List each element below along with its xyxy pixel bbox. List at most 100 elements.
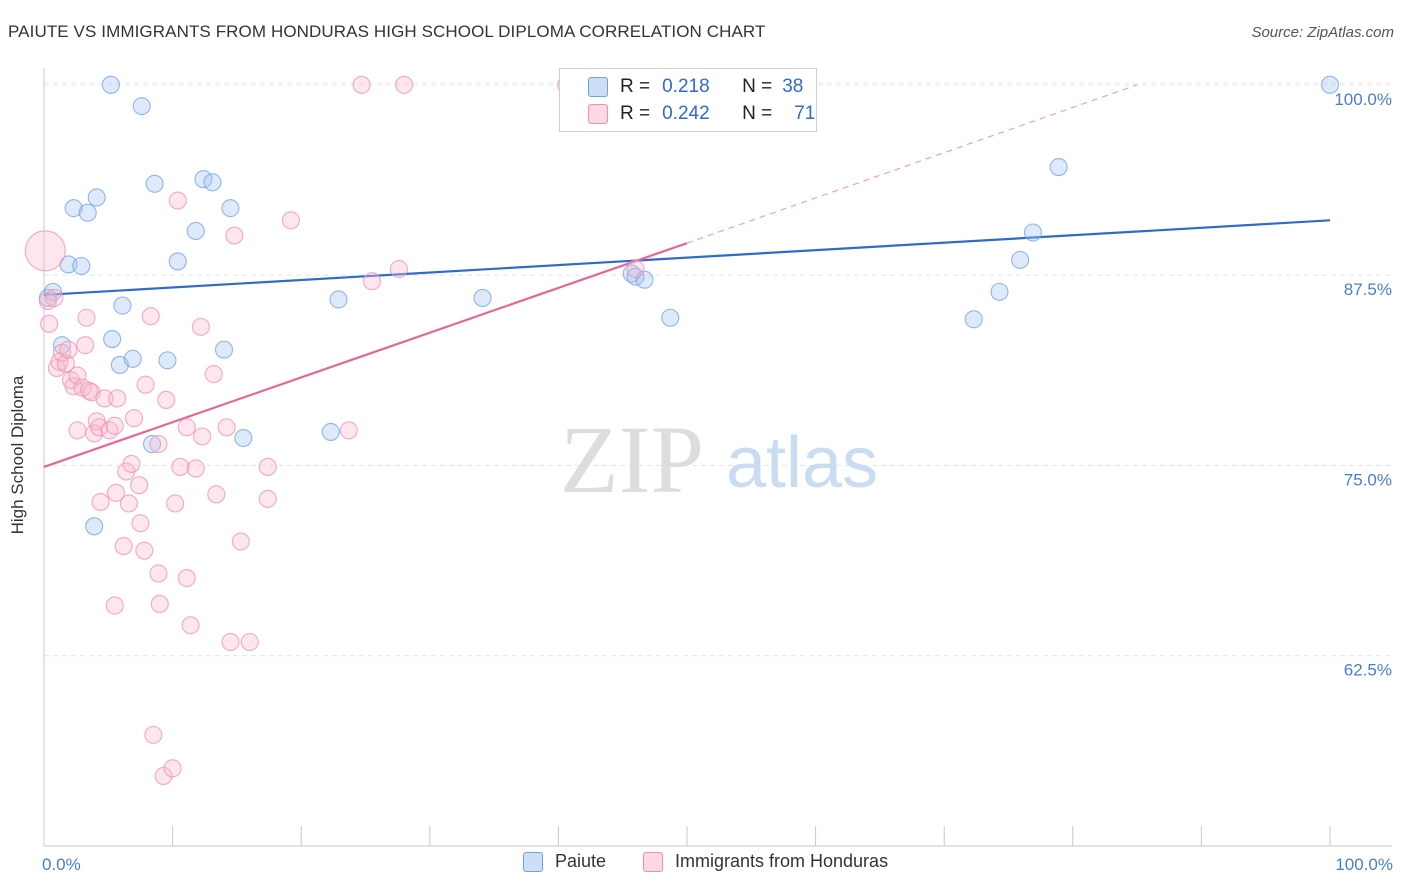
chart-title: PAIUTE VS IMMIGRANTS FROM HONDURAS HIGH …: [8, 22, 766, 41]
honduras-point: [168, 191, 187, 210]
paiute-point: [964, 310, 983, 329]
honduras-point: [90, 418, 109, 437]
honduras-point: [149, 564, 168, 583]
y-tick-label: 75.0%: [1344, 470, 1392, 489]
honduras-point: [258, 489, 277, 508]
trend-lines: [43, 84, 1331, 468]
honduras-point: [95, 389, 114, 408]
honduras-point: [144, 725, 163, 744]
honduras-point: [231, 532, 250, 551]
paiute-point: [87, 188, 106, 207]
paiute-point: [473, 288, 492, 308]
paiute-point: [64, 199, 83, 218]
paiute-point: [221, 199, 240, 218]
honduras-point: [191, 317, 210, 336]
paiute-point: [72, 256, 91, 276]
paiute-point: [103, 330, 122, 349]
paiute-point: [329, 290, 348, 309]
paiute-point: [1011, 250, 1030, 269]
honduras-point: [40, 314, 59, 333]
paiute-point: [113, 296, 132, 315]
honduras-point: [193, 427, 212, 446]
legend-swatch-honduras: [588, 104, 608, 124]
honduras-point: [177, 418, 196, 437]
data-points: [24, 75, 1340, 786]
honduras-point: [281, 211, 300, 230]
legend-item-honduras[interactable]: Immigrants from Honduras: [643, 851, 888, 872]
paiute-point: [158, 351, 177, 370]
paiute-point: [990, 282, 1009, 301]
honduras-point: [389, 259, 408, 279]
honduras-point: [68, 421, 87, 440]
paiute-point: [186, 221, 205, 241]
paiute-point: [321, 422, 340, 441]
paiute-trend-line: [43, 219, 1331, 297]
honduras-point: [163, 759, 182, 778]
honduras-point: [204, 365, 223, 384]
legend-r-label: R =: [620, 76, 651, 97]
paiute-point: [203, 173, 222, 192]
honduras-point: [258, 457, 277, 476]
legend-n-value: 38: [782, 76, 804, 97]
honduras-point: [106, 483, 126, 502]
honduras-point: [45, 288, 64, 308]
paiute-point: [661, 308, 680, 327]
watermark-atlas: atlas: [726, 423, 878, 503]
y-tick-label: 87.5%: [1344, 280, 1392, 299]
honduras-point: [150, 594, 169, 613]
honduras-point: [105, 416, 124, 435]
paiute-point: [168, 252, 187, 271]
legend-label-paiute: Paiute: [555, 851, 607, 871]
legend-n-value: 71: [794, 103, 816, 124]
legend-swatch-paiute: [588, 77, 608, 97]
honduras-point: [91, 492, 110, 512]
correlation-legend: R = 0.218 N = 38 R = 0.242 N = 71: [559, 68, 817, 132]
honduras-point: [124, 409, 144, 428]
legend-swatch-honduras: [643, 851, 663, 872]
paiute-point: [123, 349, 142, 368]
axes: [43, 68, 1392, 847]
paiute-point: [1320, 75, 1340, 94]
legend-row-honduras: R = 0.242 N = 71: [560, 100, 815, 128]
grid-lines: [44, 82, 1392, 657]
paiute-point: [214, 340, 234, 359]
paiute-point: [1023, 223, 1042, 242]
paiute-point: [132, 97, 151, 116]
watermark-zip: ZIP: [560, 406, 704, 513]
honduras-trend-extension: [686, 84, 1138, 244]
legend-r-label: R =: [620, 103, 651, 124]
legend-item-paiute[interactable]: Paiute: [523, 851, 606, 872]
legend-n-label: N =: [742, 76, 773, 97]
honduras-point: [626, 259, 645, 279]
x-tick-label: 0.0%: [42, 855, 81, 874]
honduras-point: [77, 308, 96, 327]
honduras-point: [149, 435, 168, 454]
paiute-point: [78, 203, 97, 222]
paiute-point: [142, 435, 162, 454]
paiute-point: [234, 428, 253, 448]
honduras-point: [207, 485, 226, 504]
honduras-trend-line: [43, 242, 688, 468]
legend-label-honduras: Immigrants from Honduras: [675, 851, 889, 871]
honduras-point: [166, 494, 185, 513]
paiute-point: [101, 75, 120, 94]
honduras-point: [135, 541, 154, 560]
honduras-point: [76, 336, 95, 355]
honduras-point: [131, 514, 150, 533]
honduras-point: [352, 75, 371, 94]
tick-labels: 100.0% 87.5% 75.0% 62.5% 0.0% 100.0%: [42, 90, 1393, 874]
honduras-point: [395, 75, 414, 94]
honduras-point: [362, 272, 381, 291]
honduras-point: [24, 230, 66, 272]
honduras-point: [225, 226, 244, 245]
honduras-point: [136, 375, 155, 394]
y-tick-label: 100.0%: [1334, 90, 1392, 109]
paiute-point: [43, 282, 63, 301]
y-tick-label: 62.5%: [1344, 661, 1392, 680]
paiute-point: [1049, 157, 1068, 177]
honduras-point: [186, 459, 205, 478]
honduras-point: [122, 454, 141, 473]
legend-swatch-paiute: [523, 851, 543, 872]
honduras-point: [171, 457, 190, 476]
